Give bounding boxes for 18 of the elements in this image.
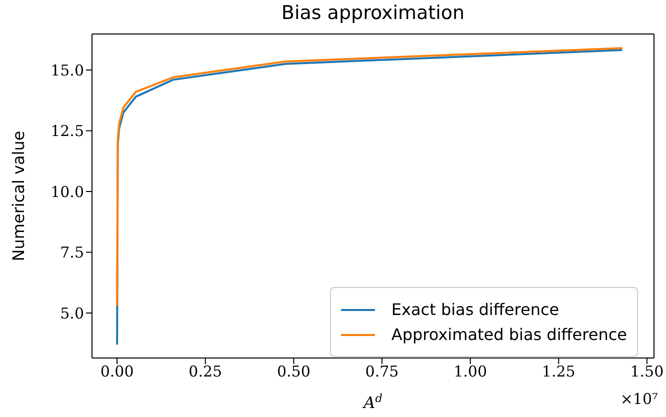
x-tick-label: 1.00	[454, 362, 488, 381]
legend-label: Approximated bias difference	[391, 325, 627, 344]
x-tick-label: 0.75	[365, 362, 399, 381]
text: ×10⁷	[620, 390, 658, 408]
x-tick-label: 1.50	[630, 362, 664, 381]
y-tick-label: 12.5	[50, 122, 84, 140]
x-tick-label: 0.25	[188, 362, 222, 381]
x-axis-title: A$^{d}$	[362, 392, 382, 412]
y-tick-label: 15.0	[50, 61, 84, 80]
x-tick-label: 1.25	[542, 362, 576, 381]
legend-label: Exact bias difference	[391, 300, 560, 319]
x-tick-label: 0.00	[100, 362, 134, 381]
y-axis-title: Numerical value	[9, 130, 28, 262]
y-tick-label: 10.0	[50, 182, 84, 201]
y-tick-label: 5.0	[60, 304, 84, 322]
chart-title: Bias approximation	[280, 2, 466, 24]
y-tick-label: 7.5	[60, 244, 84, 262]
x-tick-label: 0.50	[276, 362, 310, 381]
